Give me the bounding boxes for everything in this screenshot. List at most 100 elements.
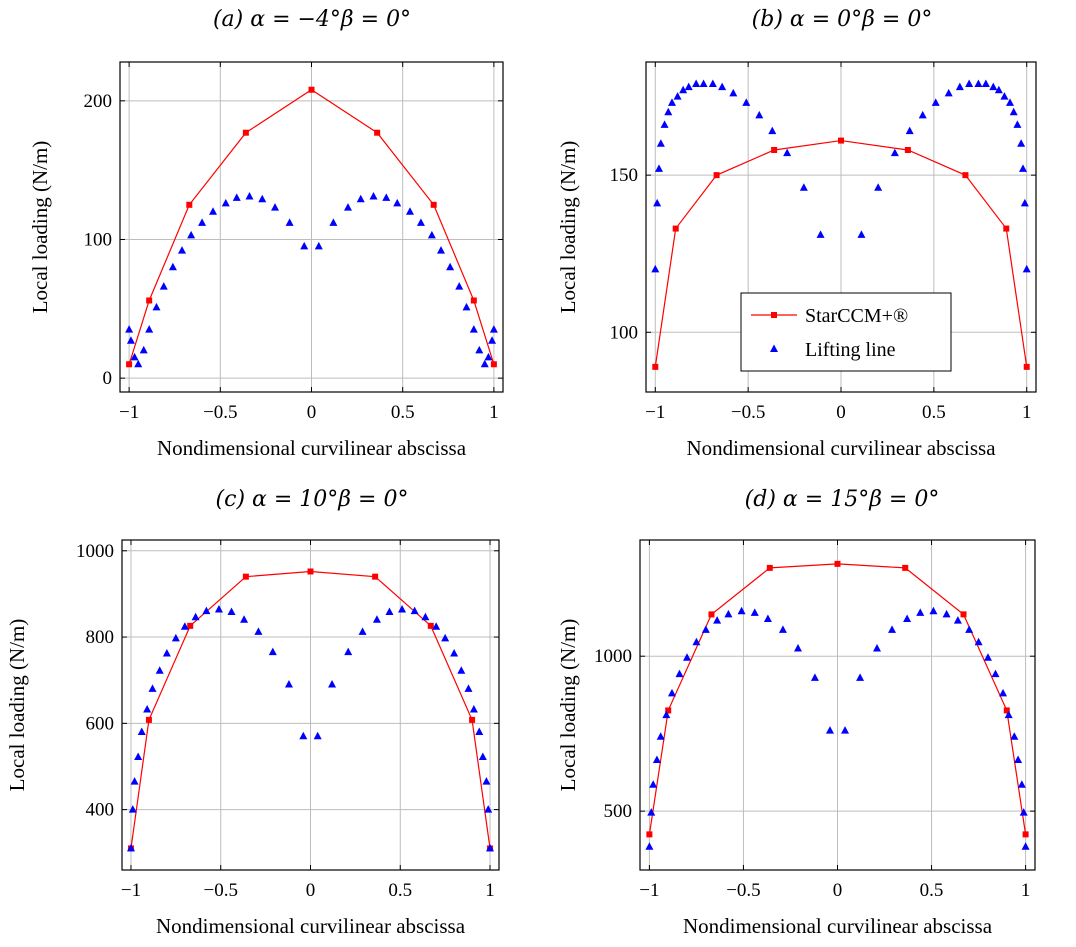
- lifting-line-point: [489, 325, 498, 333]
- y-tick-label: 100: [84, 229, 113, 250]
- lifting-line-point: [436, 246, 445, 254]
- lifting-line-point: [369, 191, 378, 200]
- lifting-line-point: [450, 648, 459, 657]
- x-tick-label: 0: [306, 880, 316, 901]
- starccm-point: [146, 297, 153, 304]
- x-tick-label: 0: [836, 402, 846, 423]
- lifting-line-point: [240, 615, 249, 623]
- lifting-line-point: [649, 780, 658, 788]
- starccm-point: [838, 137, 844, 144]
- lifting-line-point: [130, 777, 139, 785]
- panel-title-body: α = 0°β = 0°: [790, 7, 932, 32]
- lifting-line-point: [856, 673, 865, 681]
- lifting-line-point: [134, 752, 143, 760]
- legend-label-starccm: StarCCM+®: [805, 305, 908, 327]
- legend-box: [740, 292, 952, 372]
- lifting-line-point: [701, 625, 710, 633]
- lifting-line-point: [214, 604, 223, 613]
- lifting-line-point: [1022, 264, 1031, 273]
- lifting-line-point: [708, 79, 717, 87]
- y-tick-label: 200: [84, 91, 113, 112]
- starccm-point: [427, 622, 434, 629]
- lifting-line-point: [382, 193, 391, 201]
- lifting-line-point: [314, 241, 323, 250]
- lifting-line-point: [482, 777, 491, 785]
- y-axis-label: Local loading (N/m): [28, 141, 52, 314]
- lifting-line-point: [393, 198, 402, 207]
- x-tick-label: −0.5: [726, 880, 760, 901]
- panel-d: (d) α = 15°β = 0° −1 −0.5 0 0.5 1 500 1000 Nondi…: [556, 487, 1036, 938]
- starccm-point: [713, 172, 720, 179]
- lifting-line-point: [718, 82, 727, 91]
- lifting-line-point: [994, 85, 1003, 94]
- starccm-point: [469, 716, 476, 723]
- lifting-line-point: [480, 359, 489, 368]
- panel-title-body: α = −4°β = 0°: [250, 7, 411, 32]
- lifting-line-point: [724, 609, 733, 618]
- starccm-point: [960, 611, 967, 618]
- lifting-line-point: [1021, 842, 1030, 850]
- lifting-line-point: [783, 148, 792, 157]
- lifting-line-point: [300, 241, 309, 250]
- lifting-line-point: [457, 666, 466, 674]
- lifting-line-point: [358, 627, 367, 635]
- starccm-point: [308, 86, 315, 93]
- lifting-line-point: [126, 336, 135, 344]
- panel-title-prefix: (c): [216, 487, 252, 512]
- starccm-point: [672, 225, 679, 232]
- lifting-line-point: [128, 805, 137, 813]
- y-axis-label: Local loading (N/m): [5, 619, 29, 792]
- lifting-line-point: [755, 110, 764, 119]
- lifting-line-point: [329, 218, 338, 226]
- lifting-line-point: [857, 230, 866, 238]
- x-tick-label: 0.5: [388, 880, 412, 901]
- starccm-point: [242, 129, 249, 136]
- lifting-line-point: [285, 218, 294, 226]
- lifting-line-point: [130, 352, 139, 361]
- lifting-line-point: [763, 614, 772, 623]
- lifting-line-point: [981, 79, 990, 87]
- x-tick-label: 1: [1021, 880, 1031, 901]
- lifting-line-point: [398, 604, 407, 613]
- starccm-point: [834, 560, 841, 567]
- x-axis-label: Nondimensional curvilinear abscissa: [683, 914, 993, 938]
- x-tick-label: −1: [119, 402, 139, 423]
- lifting-line-point: [673, 92, 682, 100]
- lifting-line-point: [656, 139, 665, 147]
- legend-label-lifting-line: Lifting line: [805, 339, 896, 361]
- lifting-line-point: [488, 336, 497, 344]
- lifting-line-point: [874, 183, 883, 191]
- lifting-line-point: [232, 193, 241, 201]
- lifting-line-point: [668, 98, 676, 106]
- lifting-line-point: [284, 680, 293, 688]
- lifting-line-point: [1000, 92, 1009, 100]
- lifting-line-point: [651, 264, 660, 273]
- legend-marker-starccm: [771, 312, 777, 318]
- lifting-line-point: [159, 282, 168, 290]
- starccm-point: [708, 611, 715, 618]
- lifting-line-point: [125, 325, 134, 333]
- y-tick-label: 600: [86, 713, 115, 734]
- lifting-line-point: [446, 262, 455, 271]
- x-tick-label: 0.5: [391, 402, 415, 423]
- lifting-line-point: [890, 148, 899, 157]
- lifting-line-point: [410, 606, 419, 615]
- lifting-line-point: [692, 79, 701, 87]
- y-tick-label: 150: [610, 165, 639, 186]
- lifting-line-point: [469, 705, 478, 713]
- lifting-line-point: [647, 808, 656, 816]
- lifting-line-point: [989, 82, 998, 91]
- starccm-point: [904, 147, 911, 153]
- lifting-line-point: [1017, 139, 1026, 147]
- lifting-line-point: [180, 622, 189, 630]
- lifting-line-point: [918, 110, 927, 119]
- lifting-line-point: [794, 643, 802, 652]
- lifting-line-point: [126, 843, 135, 852]
- lifting-line-point: [944, 88, 953, 97]
- lifting-line-point: [245, 191, 254, 200]
- starccm-point: [126, 361, 133, 368]
- lifting-line-point: [742, 98, 751, 106]
- x-axis-label: Nondimensional curvilinear abscissa: [156, 914, 466, 938]
- legend-marker-lifting-line: [770, 344, 778, 352]
- panel-title: (a) α = −4°β = 0°: [213, 7, 411, 32]
